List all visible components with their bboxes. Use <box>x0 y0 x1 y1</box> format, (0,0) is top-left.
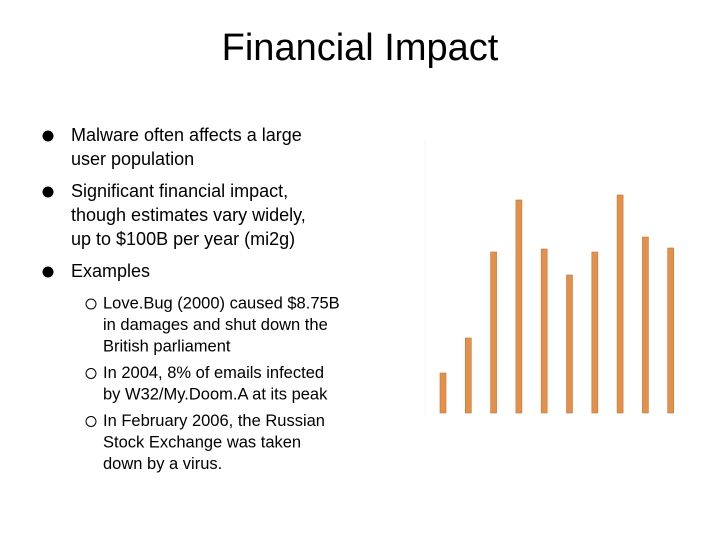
sub-bullet-circle <box>85 416 97 427</box>
sub-bullet-text: Stock Exchange was taken <box>103 433 301 451</box>
bar <box>566 274 573 414</box>
sub-bullet-text: in damages and shut down the <box>103 316 328 334</box>
bullet-dot <box>42 186 54 198</box>
bar <box>515 199 523 414</box>
sub-bullet-circle <box>85 368 97 379</box>
sub-bullet-circle <box>85 298 97 310</box>
bar <box>464 337 472 414</box>
bar <box>591 251 599 414</box>
sub-bullet-text: In 2004, 8% of emails infected <box>103 364 324 382</box>
sub-bullet-text: by W32/My.Doom.A at its peak <box>103 385 328 403</box>
bar <box>616 194 624 414</box>
bullet-text: up to $100B per year (mi2g) <box>71 229 295 249</box>
sub-bullet-text: British parliament <box>103 337 231 355</box>
bar <box>490 251 497 414</box>
bar <box>439 372 447 414</box>
bullet-text: Malware often affects a large <box>71 125 302 145</box>
bullet-dot <box>42 266 54 278</box>
sub-bullet-text: In February 2006, the Russian <box>103 412 325 430</box>
slide-title: Financial Impact <box>222 27 499 69</box>
bullet-text: Significant financial impact, <box>71 181 288 201</box>
bar <box>642 236 649 414</box>
bullet-dot <box>42 130 54 142</box>
bullet-text: user population <box>71 149 194 169</box>
bar <box>667 247 675 414</box>
sub-bullet-text: Love.Bug (2000) caused $8.75B <box>103 294 340 312</box>
sub-bullet-text: down by a virus. <box>103 455 222 473</box>
bullet-text: though estimates vary widely, <box>71 205 306 225</box>
bullet-text: Examples <box>71 261 150 281</box>
bar <box>540 248 548 414</box>
